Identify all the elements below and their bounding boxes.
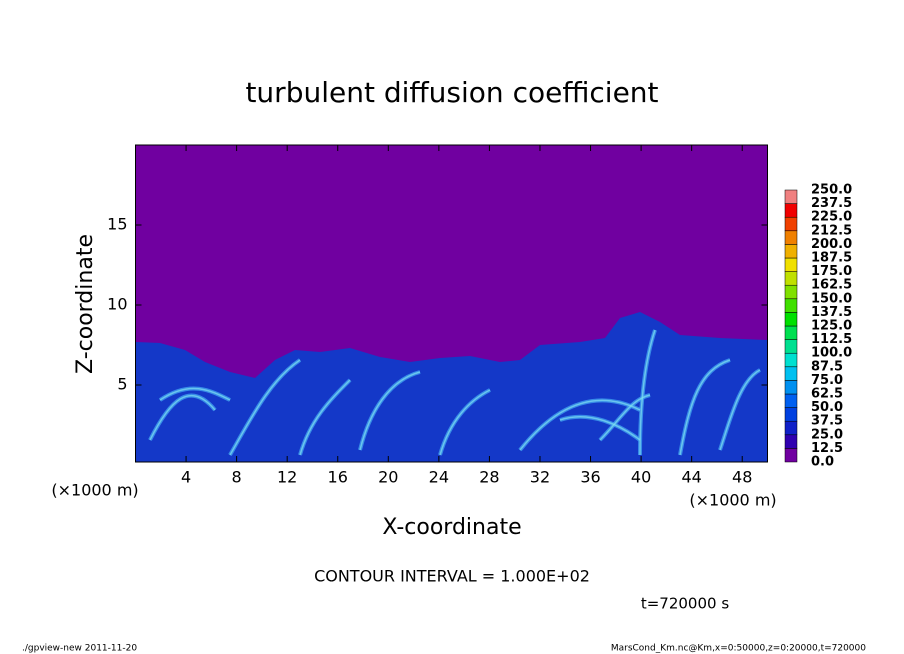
x-unit: (×1000 m)	[689, 491, 776, 510]
field-streak-core	[639, 329, 656, 456]
field-streak-core	[519, 399, 641, 451]
field-streak-core	[439, 389, 491, 456]
field-streak-core	[719, 369, 761, 451]
contour-interval: CONTOUR INTERVAL = 1.000E+02	[314, 567, 590, 586]
field-streak-core	[159, 387, 231, 401]
colorbar-label: 50.0	[811, 400, 843, 415]
colorbar-swatch	[784, 434, 798, 449]
colorbar-swatch	[784, 380, 798, 395]
program-label: ./gpview-new 2011-11-20	[22, 644, 137, 654]
colorbar-swatch	[784, 284, 798, 300]
colorbar-label: 25.0	[811, 427, 843, 442]
colorbar-swatch	[784, 339, 798, 354]
field-streak-core	[559, 416, 641, 441]
y-tick-label: 15	[107, 215, 127, 234]
x-axis-label: X-coordinate	[382, 515, 521, 540]
x-tick-label: 24	[429, 468, 449, 487]
chart-title: turbulent diffusion coefficient	[245, 76, 658, 109]
colorbar-swatch	[784, 352, 798, 368]
field-streak-core	[299, 379, 351, 456]
field-streak-core	[149, 394, 216, 441]
colorbar-label: 37.5	[811, 414, 843, 429]
y-tick-label: 10	[107, 295, 127, 314]
colorbar-label: 212.5	[811, 223, 852, 238]
field-streak-core	[599, 394, 651, 441]
colorbar-swatch	[784, 393, 798, 408]
colorbar-label: 62.5	[811, 387, 843, 402]
x-tick-label: 8	[232, 468, 242, 487]
colorbar-label: 75.0	[811, 373, 843, 388]
colorbar-swatch	[784, 216, 798, 232]
field-streak-core	[679, 359, 731, 456]
colorbar-swatch	[784, 244, 798, 259]
colorbar-swatch	[784, 448, 798, 463]
x-tick-label: 44	[681, 468, 701, 487]
plot-frame	[135, 144, 768, 463]
colorbar-swatch	[784, 189, 798, 204]
x-tick-label: 28	[479, 468, 499, 487]
colorbar-swatch	[784, 298, 798, 313]
colorbar-label: 162.5	[811, 278, 852, 293]
x-tick-label: 32	[530, 468, 550, 487]
colorbar-label: 175.0	[811, 264, 852, 279]
colorbar-swatch	[784, 366, 798, 381]
x-tick-label: 12	[277, 468, 297, 487]
x-tick-label: 16	[328, 468, 348, 487]
x-tick-label: 20	[378, 468, 398, 487]
colorbar-swatch	[784, 203, 798, 218]
x-tick-label: 48	[732, 468, 752, 487]
colorbar-swatch	[784, 230, 798, 245]
x-tick-label: 36	[580, 468, 600, 487]
colorbar-swatch	[784, 257, 798, 272]
colorbar-swatch	[784, 407, 798, 422]
colorbar-label: 237.5	[811, 196, 852, 211]
colorbar-label: 225.0	[811, 210, 852, 225]
x-tick-label: 4	[181, 468, 191, 487]
colorbar-label: 200.0	[811, 237, 852, 252]
colorbar-label: 87.5	[811, 359, 843, 374]
field-streak-core	[229, 359, 301, 456]
colorbar-label: 250.0	[811, 183, 852, 198]
colorbar-swatch	[784, 312, 798, 327]
y-axis-label: Z-coordinate	[73, 234, 98, 374]
y-tick-label: 5	[117, 375, 127, 394]
colorbar-label: 150.0	[811, 291, 852, 306]
colorbar-swatch	[784, 420, 798, 436]
colorbar-label: 125.0	[811, 319, 852, 334]
colorbar-label: 137.5	[811, 305, 852, 320]
colorbar-label: 100.0	[811, 346, 852, 361]
field-streak-core	[359, 371, 421, 451]
source-label: MarsCond_Km.nc@Km,x=0:50000,z=0:20000,t=…	[611, 644, 866, 654]
colorbar-label: 0.0	[811, 455, 834, 470]
x-unit: (×1000 m)	[51, 481, 138, 500]
colorbar-swatch	[784, 325, 798, 340]
colorbar-label: 12.5	[811, 441, 843, 456]
time-label: t=720000 s	[641, 595, 729, 613]
colorbar-label: 187.5	[811, 251, 852, 266]
x-tick-label: 40	[631, 468, 651, 487]
colorbar-swatch	[784, 271, 798, 286]
colorbar-label: 112.5	[811, 332, 852, 347]
